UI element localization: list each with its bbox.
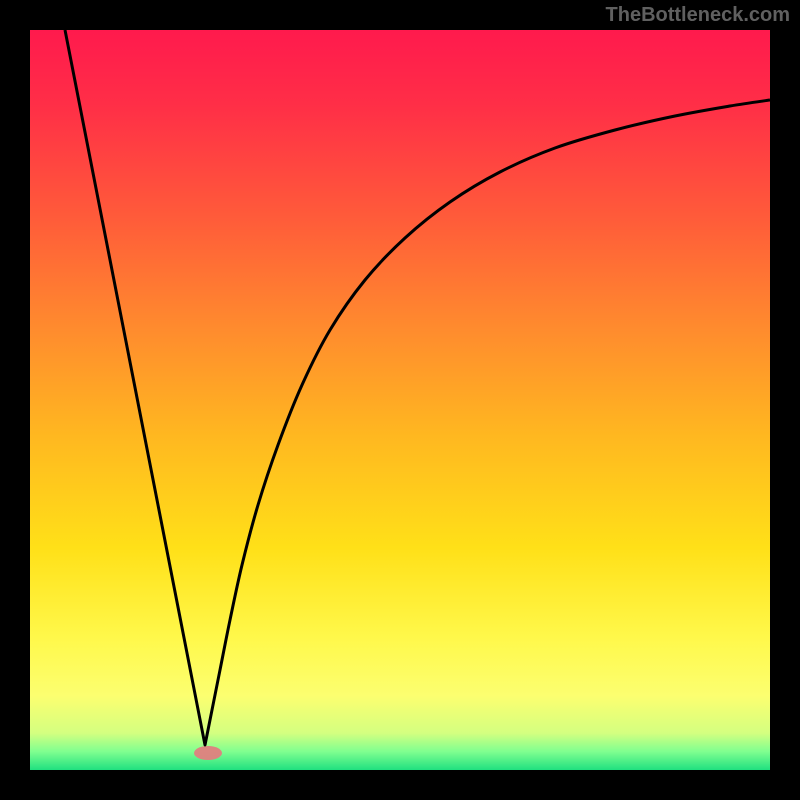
plot-area: [30, 30, 770, 770]
watermark-label: TheBottleneck.com: [606, 4, 790, 27]
chart-svg: [30, 30, 770, 770]
bottleneck-marker: [194, 746, 222, 760]
chart-container: TheBottleneck.com: [0, 0, 800, 800]
gradient-background: [30, 30, 770, 770]
